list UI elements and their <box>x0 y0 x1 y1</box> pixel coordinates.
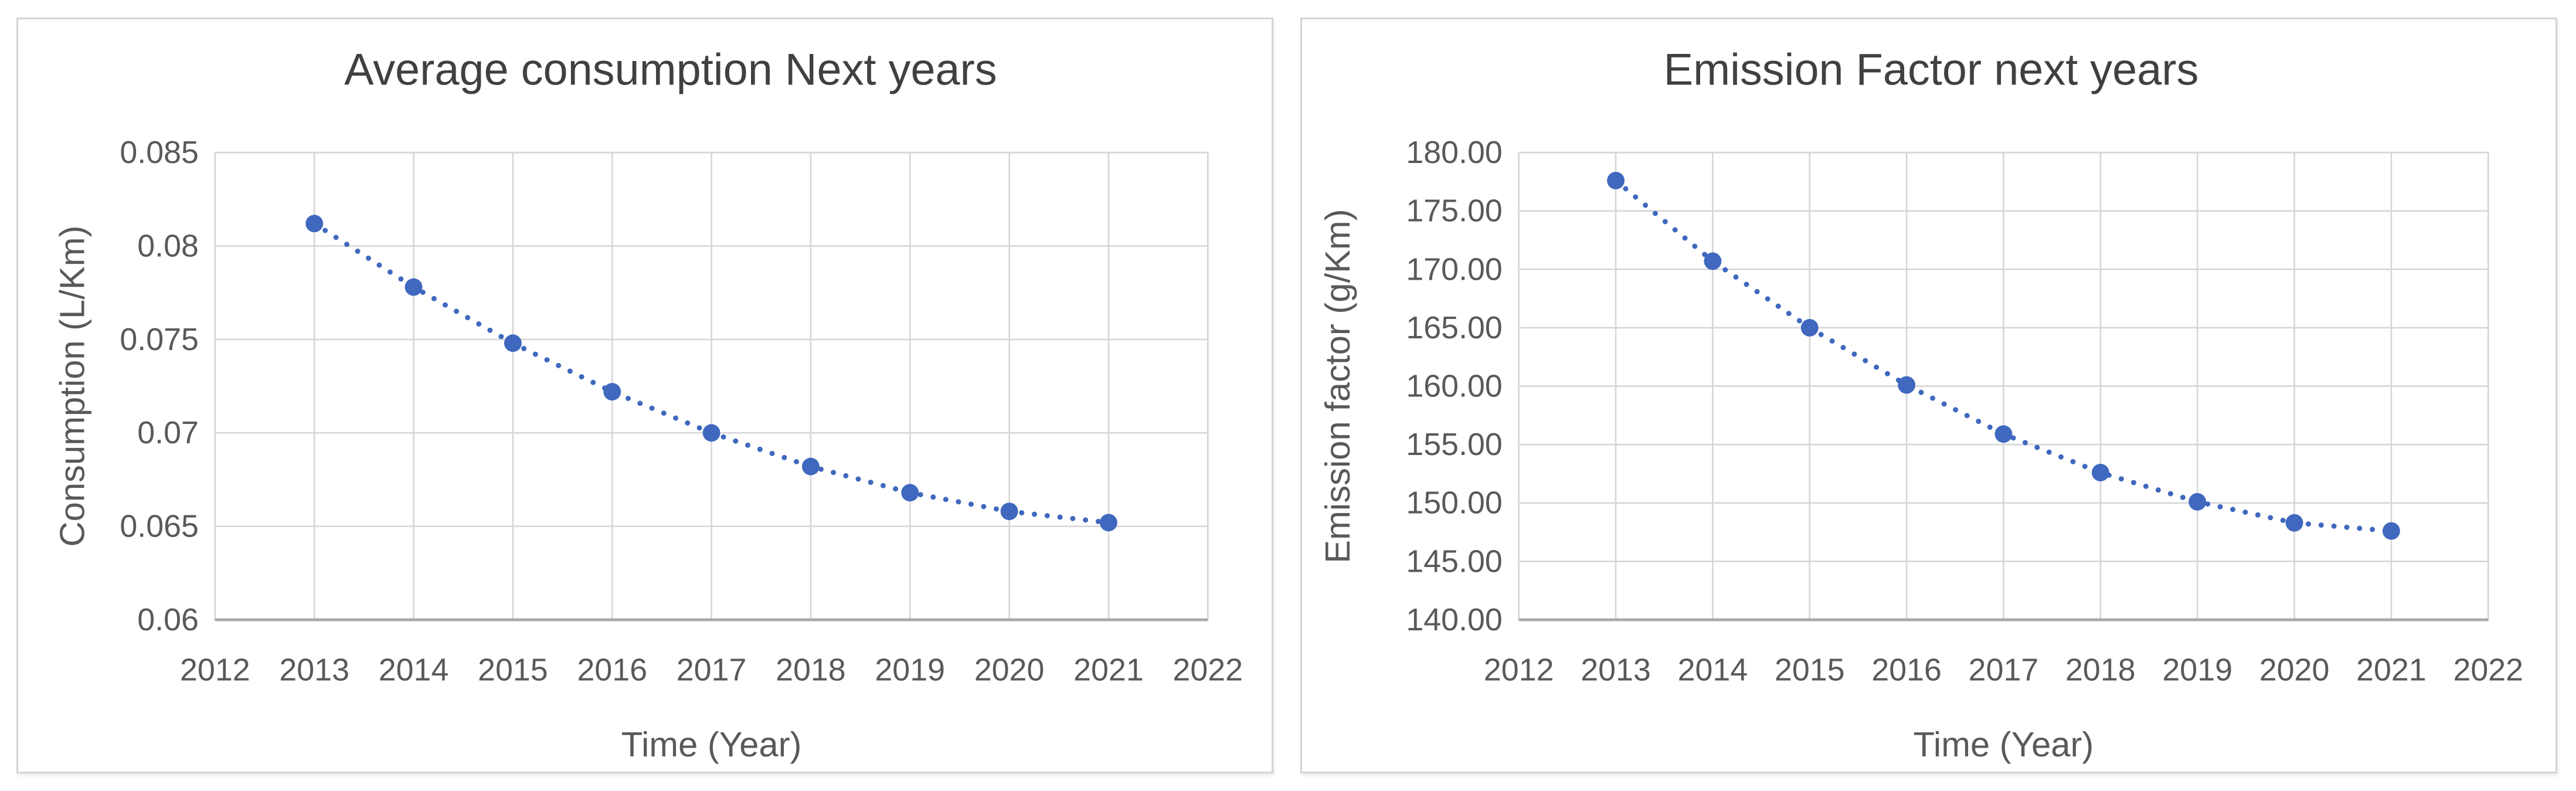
x-tick-label: 2017 <box>677 653 747 688</box>
data-point <box>405 278 423 296</box>
data-point <box>901 484 919 502</box>
data-point <box>1099 514 1117 532</box>
y-tick-label: 155.00 <box>1406 427 1503 462</box>
x-tick-label: 2016 <box>1871 653 1942 688</box>
data-point <box>1898 376 1916 394</box>
y-tick-label: 0.075 <box>120 322 199 357</box>
consumption-chart-card: 2012 2013 2014 2015 2016 2017 2018 2019 2020 2021… <box>16 18 1273 773</box>
x-tick-label: 2019 <box>875 653 945 688</box>
y-axis-title: Emission factor (g/Km) <box>1318 209 1357 563</box>
data-point <box>1800 319 1819 337</box>
y-tick-label: 0.07 <box>137 415 199 450</box>
x-tick-label: 2016 <box>577 653 647 688</box>
data-series <box>305 215 1117 532</box>
y-tick-label: 0.06 <box>137 602 199 637</box>
y-tick-label: 0.065 <box>120 509 199 544</box>
x-tick-label: 2014 <box>1678 653 1748 688</box>
tick-labels: 2012 2013 2014 2015 2016 2017 2018 2019 2020 2021… <box>1406 135 2523 688</box>
x-tick-label: 2020 <box>974 653 1045 688</box>
chart-title: Average consumption Next years <box>344 45 997 95</box>
x-tick-label: 2019 <box>2162 653 2232 688</box>
x-axis-title: Time (Year) <box>1914 725 2094 764</box>
y-tick-label: 0.08 <box>137 228 199 263</box>
data-point <box>702 424 721 442</box>
y-tick-label: 165.00 <box>1406 310 1503 345</box>
gridlines <box>1518 151 2489 622</box>
y-tick-label: 175.00 <box>1406 193 1503 229</box>
x-tick-label: 2018 <box>2065 653 2136 688</box>
x-tick-label: 2018 <box>776 653 846 688</box>
chart-title: Emission Factor next years <box>1664 45 2199 95</box>
data-point <box>1704 252 1722 270</box>
y-tick-label: 150.00 <box>1406 486 1503 521</box>
data-point <box>2382 522 2400 540</box>
emission-chart: 2012 2013 2014 2015 2016 2017 2018 2019 2020 2021… <box>1318 45 2523 765</box>
x-tick-label: 2015 <box>478 653 548 688</box>
y-tick-label: 145.00 <box>1406 544 1503 579</box>
data-point <box>2091 464 2109 481</box>
data-point <box>305 215 324 233</box>
x-tick-label: 2022 <box>2453 653 2523 688</box>
data-point <box>1994 425 2013 443</box>
tick-labels: 2012 2013 2014 2015 2016 2017 2018 2019 2020 2021… <box>120 135 1243 688</box>
gridlines <box>214 151 1209 622</box>
x-tick-label: 2020 <box>2259 653 2330 688</box>
data-point <box>1607 171 1625 189</box>
consumption-chart: 2012 2013 2014 2015 2016 2017 2018 2019 2020 2021… <box>53 45 1243 765</box>
x-axis-title: Time (Year) <box>621 725 802 764</box>
y-axis-title: Consumption (L/Km) <box>53 226 92 547</box>
y-tick-label: 0.085 <box>120 135 199 170</box>
x-tick-label: 2012 <box>1484 653 1554 688</box>
x-tick-label: 2013 <box>1581 653 1651 688</box>
x-tick-label: 2021 <box>2356 653 2427 688</box>
y-tick-label: 180.00 <box>1406 135 1503 170</box>
data-point <box>801 457 820 476</box>
y-tick-label: 170.00 <box>1406 252 1503 287</box>
data-point <box>603 383 621 401</box>
x-tick-label: 2022 <box>1173 653 1243 688</box>
data-point <box>504 334 522 352</box>
x-tick-label: 2017 <box>1969 653 2039 688</box>
data-point <box>2188 493 2207 511</box>
x-tick-label: 2015 <box>1775 653 1845 688</box>
data-point <box>2285 514 2303 532</box>
data-point <box>1000 503 1018 521</box>
emission-chart-card: 2012 2013 2014 2015 2016 2017 2018 2019 2020 2021… <box>1300 18 2557 773</box>
x-tick-label: 2012 <box>180 653 250 688</box>
x-tick-label: 2014 <box>379 653 449 688</box>
data-series <box>1607 171 2400 540</box>
x-tick-label: 2021 <box>1073 653 1144 688</box>
x-tick-label: 2013 <box>279 653 349 688</box>
y-tick-label: 140.00 <box>1406 602 1503 637</box>
y-tick-label: 160.00 <box>1406 368 1503 403</box>
